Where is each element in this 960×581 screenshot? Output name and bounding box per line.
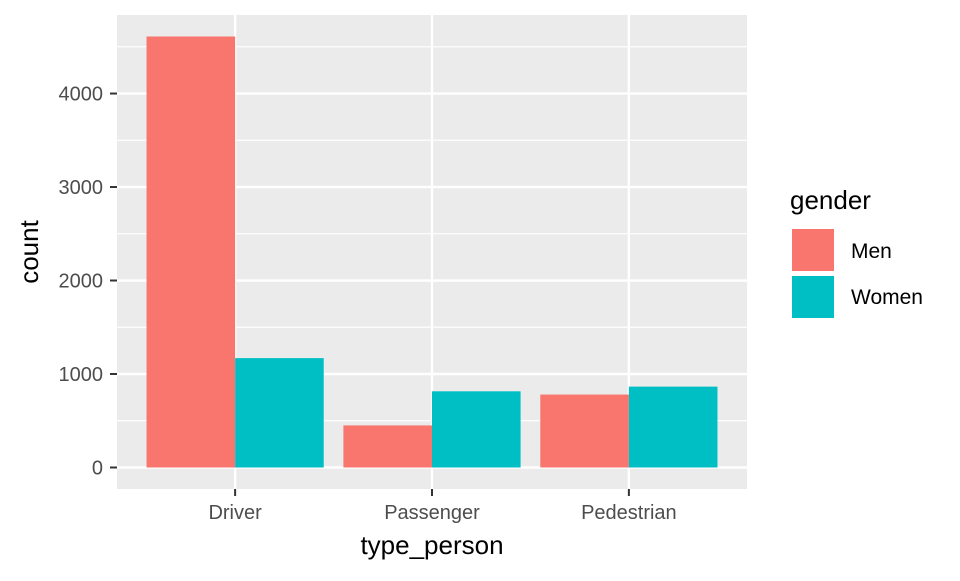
- legend-title: gender: [790, 185, 871, 215]
- legend-label-men: Men: [851, 240, 892, 263]
- x-tick-label: Driver: [208, 502, 262, 524]
- bar-women-pedestrian: [628, 386, 718, 468]
- bar-men-driver: [146, 36, 236, 468]
- bar-women-driver: [235, 358, 324, 468]
- y-tick-label: 3000: [59, 177, 104, 199]
- bar-women-passenger: [432, 391, 521, 468]
- legend-label-women: Women: [851, 286, 923, 309]
- x-axis-title: type_person: [360, 530, 503, 560]
- y-axis-title: count: [14, 219, 44, 283]
- x-tick-label: Pedestrian: [581, 502, 677, 524]
- y-tick-label: 1000: [59, 364, 104, 386]
- y-tick-label: 4000: [59, 84, 104, 106]
- x-tick-label: Passenger: [384, 502, 480, 524]
- y-tick-label: 0: [92, 457, 103, 479]
- bar-men-pedestrian: [540, 394, 629, 468]
- legend-key-women: [792, 276, 834, 318]
- y-tick-label: 2000: [59, 271, 104, 293]
- legend: gender Men Women: [790, 185, 923, 318]
- legend-key-men: [792, 229, 834, 271]
- bars: [146, 36, 718, 468]
- bar-men-passenger: [343, 425, 432, 468]
- axes: 0 1000 2000 3000 4000 Driver Passenger Pedestri…: [59, 84, 677, 524]
